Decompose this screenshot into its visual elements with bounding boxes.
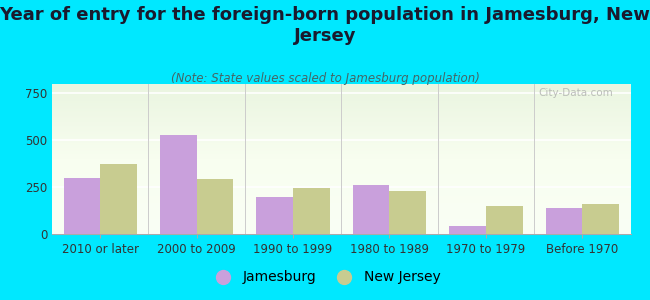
- Legend: Jamesburg, New Jersey: Jamesburg, New Jersey: [204, 265, 446, 290]
- Text: Year of entry for the foreign-born population in Jamesburg, New
Jersey: Year of entry for the foreign-born popul…: [0, 6, 650, 45]
- Bar: [160, 135, 196, 234]
- Bar: [389, 191, 426, 234]
- Text: City-Data.com: City-Data.com: [538, 88, 613, 98]
- Bar: [582, 204, 619, 234]
- Bar: [353, 185, 389, 234]
- Bar: [100, 164, 137, 234]
- Bar: [449, 226, 486, 234]
- Bar: [256, 196, 293, 234]
- Bar: [64, 178, 100, 234]
- Bar: [545, 208, 582, 234]
- Text: (Note: State values scaled to Jamesburg population): (Note: State values scaled to Jamesburg …: [170, 72, 480, 85]
- Bar: [196, 179, 233, 234]
- Bar: [293, 188, 330, 234]
- Bar: [486, 206, 523, 234]
